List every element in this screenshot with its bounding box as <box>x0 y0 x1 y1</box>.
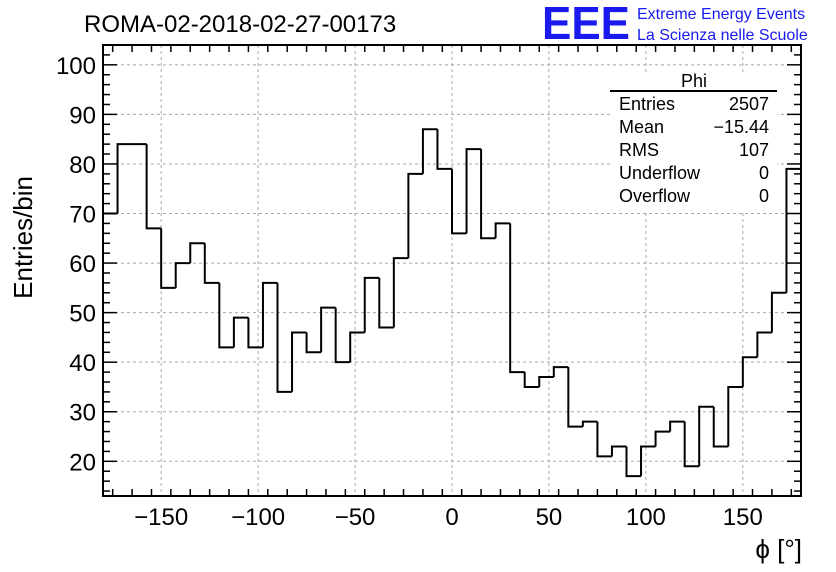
stats-background <box>612 72 777 210</box>
stats-title: Phi <box>681 71 707 91</box>
stats-rows: Entries 2507 Mean −15.44 RMS 107 Underflow 0 Ove… <box>619 94 769 206</box>
histogram-bin-45 <box>756 331 772 358</box>
histogram-bin-19 <box>378 277 394 329</box>
x-tick-label: −50 <box>335 504 376 531</box>
histogram-bin-37 <box>640 445 656 477</box>
histogram-bin-46 <box>770 291 787 333</box>
plot-frame <box>102 44 802 497</box>
x-tick-label: −150 <box>134 504 188 531</box>
histogram-bin-20 <box>392 257 409 328</box>
histogram-bin-30 <box>538 376 554 387</box>
histogram-bin-22 <box>421 128 438 174</box>
y-axis-title: Entries/bin <box>8 176 38 299</box>
y-tick-label: 70 <box>69 202 96 229</box>
histogram-bin-31 <box>552 366 569 378</box>
y-tick-label: 60 <box>69 251 96 278</box>
stats-value: 0 <box>759 186 769 206</box>
histogram-bin-42 <box>712 406 729 448</box>
y-tick-label: 20 <box>69 449 96 476</box>
histogram-bin-17 <box>349 331 365 363</box>
eee-logo: EEE Extreme Energy Events La Scienza nel… <box>542 0 808 49</box>
histogram-bin-8 <box>218 282 234 349</box>
x-axis-title: ϕ [°] <box>755 534 802 564</box>
histogram-bin-36 <box>625 446 642 478</box>
histogram-bin-43 <box>727 385 743 447</box>
histogram-bin-29 <box>523 372 540 388</box>
histogram-bin-32 <box>567 367 583 428</box>
histogram-bin-39 <box>669 420 685 432</box>
x-tick-label: 150 <box>723 504 763 531</box>
y-tick-label: 30 <box>69 400 96 427</box>
histogram-bin-38 <box>654 430 671 447</box>
x-tick-labels: −150 −100 −50 0 50 100 150 <box>134 504 763 531</box>
histogram-bin-3 <box>145 144 162 230</box>
histogram-bin-33 <box>581 420 598 427</box>
y-tick-label: 80 <box>69 152 96 179</box>
x-tick-label: 0 <box>445 504 458 531</box>
histogram-bin-15 <box>320 306 336 353</box>
histogram-bin-18 <box>363 276 380 333</box>
stats-value: 2507 <box>729 94 769 114</box>
histogram-bin-1 <box>116 143 133 214</box>
histogram-bin-27 <box>494 222 511 239</box>
histogram-series <box>103 128 801 478</box>
histogram-bin-10 <box>247 317 263 349</box>
stats-box: Phi Entries 2507 Mean −15.44 RMS 107 Underflow… <box>610 71 777 210</box>
histogram-bin-14 <box>305 332 322 354</box>
x-tick-label: 50 <box>536 504 563 531</box>
axis-ticks <box>103 44 801 496</box>
y-tick-label: 50 <box>69 301 96 328</box>
stats-value: −15.44 <box>713 117 769 137</box>
logo-line-2: La Scienza nelle Scuole <box>637 27 808 44</box>
histogram-bin-16 <box>334 307 351 364</box>
histogram-bin-23 <box>436 129 452 170</box>
stats-label: Overflow <box>619 186 691 206</box>
histogram-bin-7 <box>203 243 220 284</box>
chart-title: ROMA-02-2018-02-27-00173 <box>84 11 396 38</box>
histogram-bin-6 <box>189 242 205 264</box>
stats-label: Mean <box>619 117 664 137</box>
histogram-bin-5 <box>174 262 191 288</box>
histogram-bin-21 <box>407 172 423 259</box>
eee-logo-mark: EEE <box>542 0 630 49</box>
histogram-bin-26 <box>480 149 496 240</box>
histogram-bin-11 <box>261 281 278 348</box>
x-tick-label: 100 <box>626 504 666 531</box>
histogram-bin-44 <box>741 356 758 387</box>
histogram-bin-40 <box>683 421 700 468</box>
histogram-bin-28 <box>509 223 525 374</box>
histogram-bin-47 <box>785 167 801 293</box>
y-tick-label: 90 <box>69 102 96 129</box>
logo-line-1: Extreme Energy Events <box>637 6 805 23</box>
histogram-bin-34 <box>596 421 612 458</box>
stats-value: 107 <box>739 140 769 160</box>
histogram-bin-24 <box>451 168 467 235</box>
stats-value: 0 <box>759 163 769 183</box>
y-tick-labels: 20 30 40 50 60 70 80 90 100 <box>56 53 96 476</box>
x-tick-label: −100 <box>231 504 285 531</box>
stats-label: Entries <box>619 94 675 114</box>
histogram-bin-9 <box>232 316 249 348</box>
histogram-bin-35 <box>610 445 627 457</box>
histogram-bin-4 <box>160 228 176 289</box>
histogram-bin-13 <box>291 331 307 392</box>
histogram-bin-41 <box>698 405 714 467</box>
histogram-bin-25 <box>465 148 482 234</box>
y-tick-label: 100 <box>56 53 96 80</box>
stats-label: Underflow <box>619 163 701 183</box>
stats-label: RMS <box>619 140 659 160</box>
y-tick-label: 40 <box>69 350 96 377</box>
histogram-bin-12 <box>276 282 293 393</box>
